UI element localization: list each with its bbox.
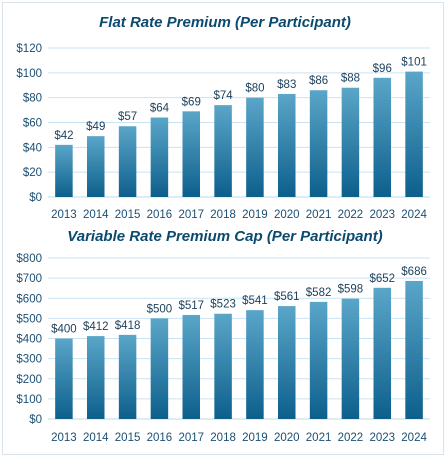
bar-2015 (118, 334, 137, 419)
x-tick-label: 2017 (178, 209, 204, 221)
x-tick-label: 2013 (51, 432, 77, 444)
data-label: $96 (373, 63, 392, 75)
data-label: $64 (150, 103, 170, 115)
chart-title: Flat Rate Premium (Per Participant) (99, 14, 351, 31)
y-tick-label: $0 (29, 192, 42, 204)
x-tick-label: 2019 (242, 209, 268, 221)
bar-2017 (182, 314, 201, 419)
data-label: $541 (242, 295, 268, 307)
bar-2013 (55, 144, 73, 197)
variable-rate-premium-cap-chart: Variable Rate Premium Cap (Per Participa… (16, 228, 430, 444)
bar-2014 (86, 336, 105, 419)
x-tick-label: 2023 (369, 209, 395, 221)
y-tick-label: $800 (16, 253, 42, 265)
y-tick-label: $80 (23, 93, 42, 105)
x-tick-label: 2023 (369, 432, 395, 444)
x-tick-label: 2014 (83, 432, 109, 444)
data-label: $582 (306, 287, 332, 299)
x-tick-label: 2018 (210, 209, 236, 221)
data-label: $412 (83, 321, 109, 333)
x-tick-label: 2022 (338, 209, 364, 221)
data-label: $686 (401, 266, 427, 278)
y-tick-label: $500 (16, 313, 42, 325)
x-tick-label: 2024 (401, 209, 427, 221)
x-tick-label: 2016 (147, 432, 173, 444)
x-tick-label: 2016 (147, 209, 173, 221)
bar-2022 (341, 87, 360, 197)
y-tick-label: $600 (16, 293, 42, 305)
data-label: $598 (338, 284, 364, 296)
x-tick-label: 2015 (115, 209, 141, 221)
bar-2023 (373, 77, 392, 197)
y-tick-label: $100 (16, 68, 42, 80)
bar-2021 (309, 90, 328, 197)
y-tick-label: $20 (23, 167, 42, 179)
bar-2018 (214, 313, 232, 419)
bar-2016 (150, 318, 169, 419)
data-label: $500 (147, 303, 173, 315)
bar-2024 (405, 280, 423, 419)
x-tick-label: 2020 (274, 432, 300, 444)
x-tick-label: 2021 (306, 209, 332, 221)
data-label: $101 (401, 57, 427, 69)
y-tick-label: $300 (16, 354, 42, 366)
bar-2022 (341, 298, 360, 419)
data-label: $561 (274, 291, 300, 303)
data-label: $652 (369, 273, 395, 285)
data-label: $418 (115, 320, 141, 332)
bar-2013 (55, 338, 73, 419)
bar-2019 (246, 310, 264, 419)
x-tick-label: 2015 (115, 432, 141, 444)
data-label: $523 (210, 299, 236, 311)
data-label: $74 (213, 90, 233, 102)
chart-frame (2, 2, 444, 455)
data-label: $42 (54, 130, 73, 142)
chart-title: Variable Rate Premium Cap (Per Participa… (67, 228, 382, 245)
bar-2015 (118, 126, 137, 197)
x-tick-label: 2013 (51, 209, 77, 221)
data-label: $57 (118, 111, 137, 123)
flat-rate-premium-chart: Flat Rate Premium (Per Participant) $0 $2… (16, 14, 430, 221)
bar-2014 (86, 136, 105, 197)
bar-2024 (405, 71, 423, 197)
y-tick-label: $0 (29, 414, 42, 426)
x-tick-label: 2014 (83, 209, 109, 221)
bar-2018 (214, 105, 232, 197)
y-tick-label: $200 (16, 374, 42, 386)
x-tick-label: 2019 (242, 432, 268, 444)
data-label: $88 (341, 73, 360, 85)
x-tick-label: 2017 (178, 432, 204, 444)
data-label: $69 (182, 96, 201, 108)
bar-2019 (246, 97, 264, 197)
x-tick-label: 2024 (401, 432, 427, 444)
bar-2016 (150, 117, 169, 197)
data-label: $517 (178, 300, 204, 312)
y-tick-label: $100 (16, 394, 42, 406)
bar-2020 (277, 306, 296, 419)
x-tick-label: 2021 (306, 432, 332, 444)
y-tick-label: $40 (23, 142, 42, 154)
bar-2023 (373, 287, 392, 419)
y-tick-label: $400 (16, 334, 42, 346)
data-label: $49 (86, 121, 105, 133)
data-label: $86 (309, 75, 328, 87)
data-label: $80 (245, 83, 264, 95)
bar-2017 (182, 111, 201, 197)
data-label: $83 (277, 79, 296, 91)
y-tick-label: $120 (16, 43, 42, 55)
x-tick-label: 2018 (210, 432, 236, 444)
data-label: $400 (51, 324, 77, 336)
bar-2020 (277, 93, 296, 197)
bar-2021 (309, 301, 328, 419)
x-tick-label: 2022 (338, 432, 364, 444)
x-tick-label: 2020 (274, 209, 300, 221)
y-tick-label: $700 (16, 273, 42, 285)
y-tick-label: $60 (23, 118, 42, 130)
